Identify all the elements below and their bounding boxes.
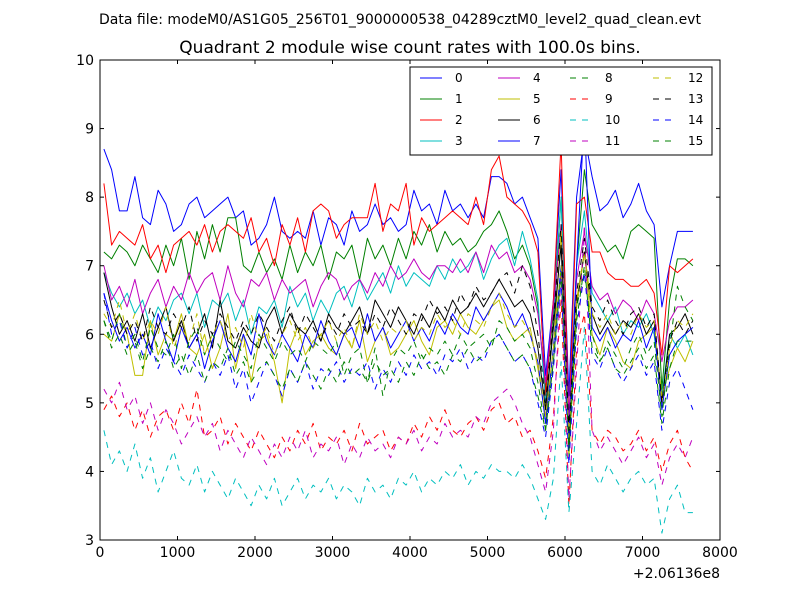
y-tick-label: 9 — [85, 122, 94, 138]
y-tick-label: 8 — [85, 190, 94, 206]
legend-label-4: 4 — [533, 71, 541, 85]
legend-label-0: 0 — [455, 71, 463, 85]
series-line-1 — [103, 169, 694, 424]
legend-label-13: 13 — [688, 92, 703, 106]
series-line-13 — [103, 224, 694, 431]
x-tick-label: 7000 — [625, 545, 661, 561]
series-line-0 — [103, 134, 693, 397]
legend-label-8: 8 — [605, 71, 613, 85]
legend-label-10: 10 — [605, 113, 620, 127]
legend-label-5: 5 — [533, 92, 541, 106]
series-line-10 — [103, 326, 693, 534]
x-tick-label: 0 — [96, 545, 105, 561]
legend-box — [409, 66, 713, 156]
legend-label-15: 15 — [688, 134, 703, 148]
series-line-3 — [103, 196, 694, 452]
legend-label-11: 11 — [605, 134, 620, 148]
series-line-15 — [103, 265, 693, 452]
y-tick-label: 7 — [85, 259, 94, 275]
series-line-6 — [103, 244, 694, 445]
legend-label-9: 9 — [605, 92, 613, 106]
series-line-14 — [103, 272, 694, 466]
x-tick-label: 6000 — [547, 545, 583, 561]
series-line-8 — [103, 272, 694, 459]
legend-label-2: 2 — [455, 113, 463, 127]
y-tick-label: 4 — [85, 464, 94, 480]
chart-title: Quadrant 2 module wise count rates with … — [179, 38, 640, 58]
x-offset-label: +2.06136e8 — [633, 566, 720, 582]
x-tick-label: 8000 — [702, 545, 738, 561]
x-tick-label: 3000 — [315, 545, 351, 561]
legend-label-7: 7 — [533, 134, 541, 148]
series-line-12 — [103, 251, 694, 438]
series-line-7 — [103, 114, 694, 438]
legend-label-14: 14 — [688, 113, 703, 127]
series-layer — [103, 114, 694, 534]
legend-label-3: 3 — [455, 134, 463, 148]
tick-layer: 0 1000 2000 3000 4000 5000 6000 7000 8000 3 4 5 6 7 8 9… — [76, 53, 738, 561]
y-tick-label: 5 — [85, 396, 94, 412]
x-tick-label: 1000 — [160, 545, 196, 561]
legend-label-12: 12 — [688, 71, 703, 85]
x-tick-label: 2000 — [237, 545, 273, 561]
x-tick-label: 5000 — [470, 545, 506, 561]
y-tick-label: 6 — [85, 327, 94, 343]
y-tick-label: 3 — [85, 533, 94, 549]
x-tick-label: 4000 — [392, 545, 428, 561]
legend-label-1: 1 — [455, 92, 463, 106]
y-tick-label: 10 — [76, 53, 94, 69]
series-line-9 — [103, 299, 694, 507]
series-line-4 — [103, 224, 694, 418]
series-line-11 — [103, 224, 694, 500]
legend-label-6: 6 — [533, 113, 541, 127]
series-line-5 — [103, 230, 694, 459]
series-line-2 — [103, 141, 694, 424]
figure-suptitle: Data file: modeM0/AS1G05_256T01_90000005… — [99, 12, 701, 28]
